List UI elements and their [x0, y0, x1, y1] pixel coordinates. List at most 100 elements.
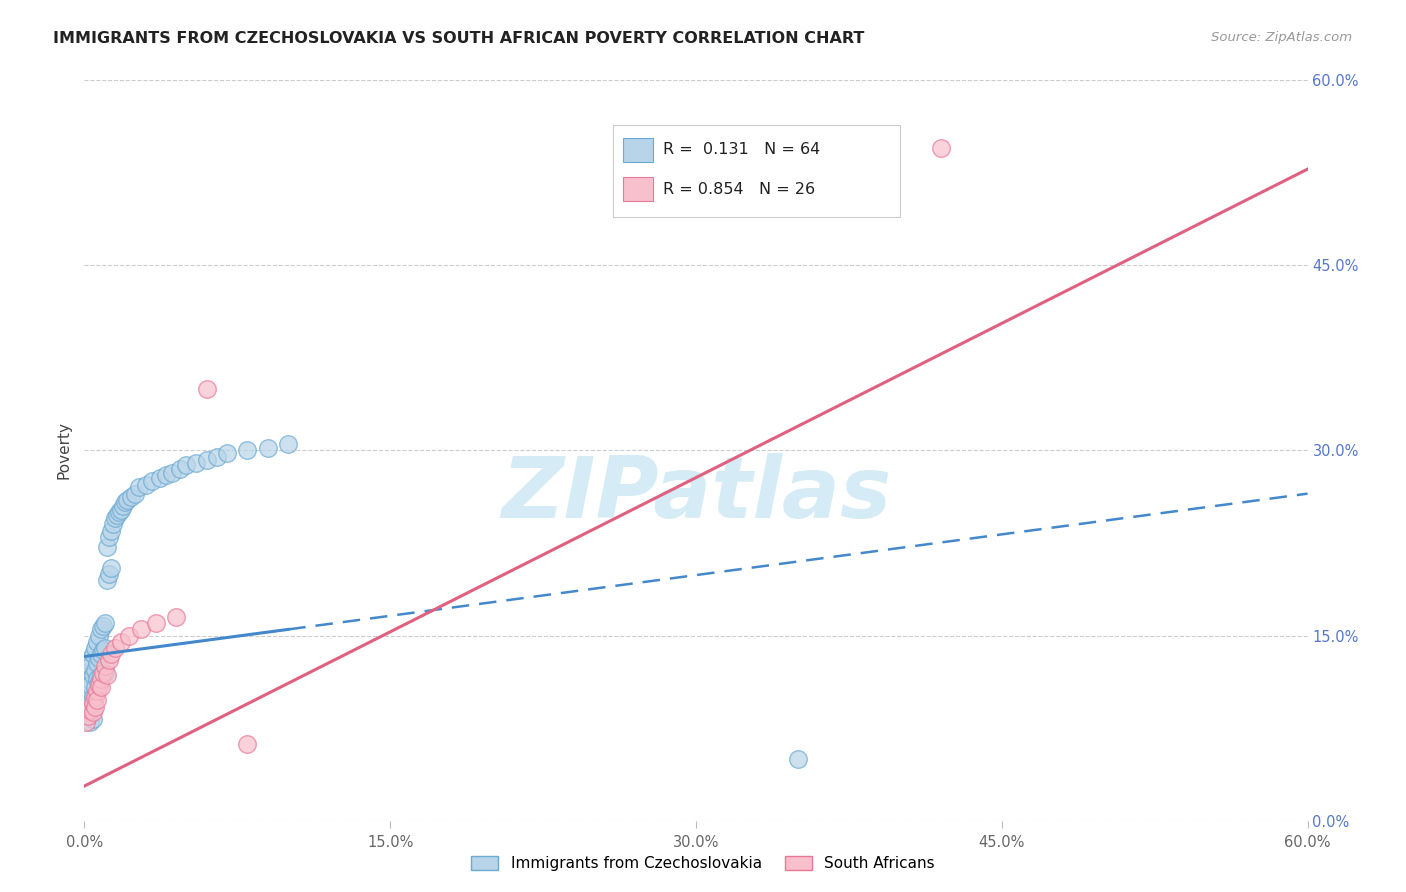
Point	[79, 703, 101, 717]
Point	[112, 499, 135, 513]
Point	[91, 643, 114, 657]
Point	[96, 540, 118, 554]
Point	[787, 752, 810, 766]
Point	[174, 458, 197, 473]
Point	[82, 713, 104, 727]
Point	[79, 714, 101, 729]
Point	[79, 697, 101, 711]
Point	[169, 462, 191, 476]
Point	[149, 470, 172, 484]
Text: IMMIGRANTS FROM CZECHOSLOVAKIA VS SOUTH AFRICAN POVERTY CORRELATION CHART: IMMIGRANTS FROM CZECHOSLOVAKIA VS SOUTH …	[53, 31, 865, 46]
Point	[160, 466, 183, 480]
Point	[100, 560, 122, 574]
Point	[110, 502, 132, 516]
Point	[90, 623, 112, 637]
Point	[93, 640, 115, 655]
Bar	[613, 125, 900, 218]
Point	[75, 703, 97, 717]
Point	[929, 141, 952, 155]
Point	[105, 508, 128, 522]
Point	[97, 530, 120, 544]
Point	[86, 684, 108, 698]
Point	[131, 623, 153, 637]
Point	[82, 705, 104, 719]
Point	[141, 475, 163, 489]
Point	[93, 665, 115, 680]
Point	[115, 492, 138, 507]
Point	[75, 714, 97, 729]
Point	[257, 441, 280, 455]
Point	[108, 505, 131, 519]
Point	[135, 478, 157, 492]
Point	[77, 708, 100, 723]
Point	[75, 665, 97, 680]
Bar	[623, 178, 654, 201]
Point	[86, 692, 108, 706]
Point	[79, 659, 101, 673]
Point	[205, 450, 228, 464]
Point	[90, 668, 112, 682]
Y-axis label: Poverty: Poverty	[56, 421, 72, 480]
Bar	[623, 138, 654, 161]
Point	[277, 437, 299, 451]
Point	[83, 681, 105, 695]
Point	[90, 681, 112, 695]
Point	[100, 647, 122, 661]
Point	[114, 495, 136, 509]
Point	[87, 675, 110, 690]
Point	[79, 678, 101, 692]
Point	[82, 647, 104, 661]
Point	[155, 468, 177, 483]
Point	[83, 663, 105, 677]
Point	[91, 665, 114, 680]
Point	[77, 653, 100, 667]
Point	[118, 628, 141, 642]
Point	[186, 456, 208, 470]
Text: Source: ZipAtlas.com: Source: ZipAtlas.com	[1212, 31, 1353, 45]
Point	[101, 517, 124, 532]
Point	[110, 634, 132, 648]
Point	[75, 684, 97, 698]
Point	[86, 672, 108, 686]
Point	[93, 659, 115, 673]
Legend: Immigrants from Czechoslovakia, South Africans: Immigrants from Czechoslovakia, South Af…	[465, 850, 941, 877]
Point	[100, 524, 122, 538]
Point	[128, 480, 150, 494]
Point	[236, 737, 259, 751]
Point	[90, 672, 112, 686]
Point	[120, 491, 142, 505]
Point	[195, 382, 218, 396]
Point	[195, 453, 218, 467]
Point	[87, 628, 110, 642]
Point	[87, 678, 110, 692]
Point	[86, 634, 108, 648]
Point	[83, 700, 105, 714]
Point	[86, 656, 108, 670]
Point	[77, 672, 100, 686]
Point	[87, 650, 110, 665]
Point	[83, 640, 105, 655]
Point	[77, 690, 100, 705]
Point	[104, 640, 127, 655]
Point	[82, 690, 104, 705]
Point	[91, 618, 114, 632]
Point	[82, 668, 104, 682]
Point	[90, 647, 112, 661]
Point	[145, 616, 167, 631]
Point	[96, 668, 118, 682]
Point	[77, 708, 100, 723]
Point	[96, 573, 118, 587]
Point	[217, 446, 239, 460]
Point	[97, 566, 120, 581]
Point	[82, 697, 104, 711]
Point	[104, 511, 127, 525]
Point	[93, 616, 115, 631]
Point	[165, 610, 187, 624]
Point	[124, 486, 146, 500]
Point	[236, 443, 259, 458]
Point	[97, 653, 120, 667]
Point	[83, 690, 105, 705]
Text: ZIPatlas: ZIPatlas	[501, 453, 891, 536]
Text: R =  0.131   N = 64: R = 0.131 N = 64	[664, 143, 820, 157]
Text: R = 0.854   N = 26: R = 0.854 N = 26	[664, 182, 815, 196]
